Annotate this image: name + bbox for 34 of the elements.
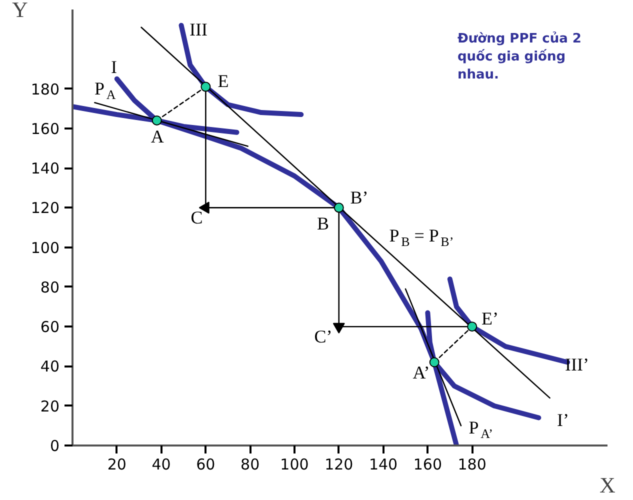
annotation: C: [190, 208, 203, 228]
x-tick-label: 180: [458, 456, 486, 474]
annotation: I’: [557, 410, 570, 430]
annotation: B’: [350, 188, 368, 208]
x-tick-label: 160: [413, 456, 442, 474]
x-tick-label: 140: [368, 456, 398, 474]
annotation: E: [218, 70, 229, 91]
y-tick-label: 20: [40, 397, 60, 416]
y-tick-label: 100: [30, 238, 60, 257]
x-tick-label: 60: [196, 456, 216, 474]
x-tick-label: 40: [152, 456, 171, 474]
x-axis-title: X: [600, 472, 616, 498]
annotation: C’: [314, 326, 332, 347]
annotation: A’: [412, 362, 430, 382]
x-tick-label: 100: [280, 456, 309, 474]
y-tick-label: 60: [40, 318, 60, 336]
text: Đường PPF của 2 quốc gia giống nhau.: [458, 32, 582, 82]
y-tick-label: 80: [40, 278, 60, 296]
y-tick-label: 0: [50, 437, 60, 455]
y-axis-title: Y: [12, 0, 28, 22]
annotation: E’: [481, 308, 498, 329]
annotation: III: [189, 19, 208, 40]
x-tick-label: 80: [240, 456, 260, 474]
y-tick-label: 40: [40, 358, 60, 376]
annotation: A: [150, 126, 164, 146]
y-tick-label: 120: [30, 199, 60, 218]
annotation: B: [316, 214, 329, 234]
y-tick-label: 140: [30, 160, 60, 178]
y-tick-label: 180: [30, 80, 60, 98]
annotation: III’: [565, 354, 590, 374]
x-tick-label: 20: [107, 456, 126, 474]
x-tick-label: 120: [324, 456, 354, 474]
annotation: I: [110, 56, 117, 77]
y-tick-label: 160: [30, 120, 60, 138]
